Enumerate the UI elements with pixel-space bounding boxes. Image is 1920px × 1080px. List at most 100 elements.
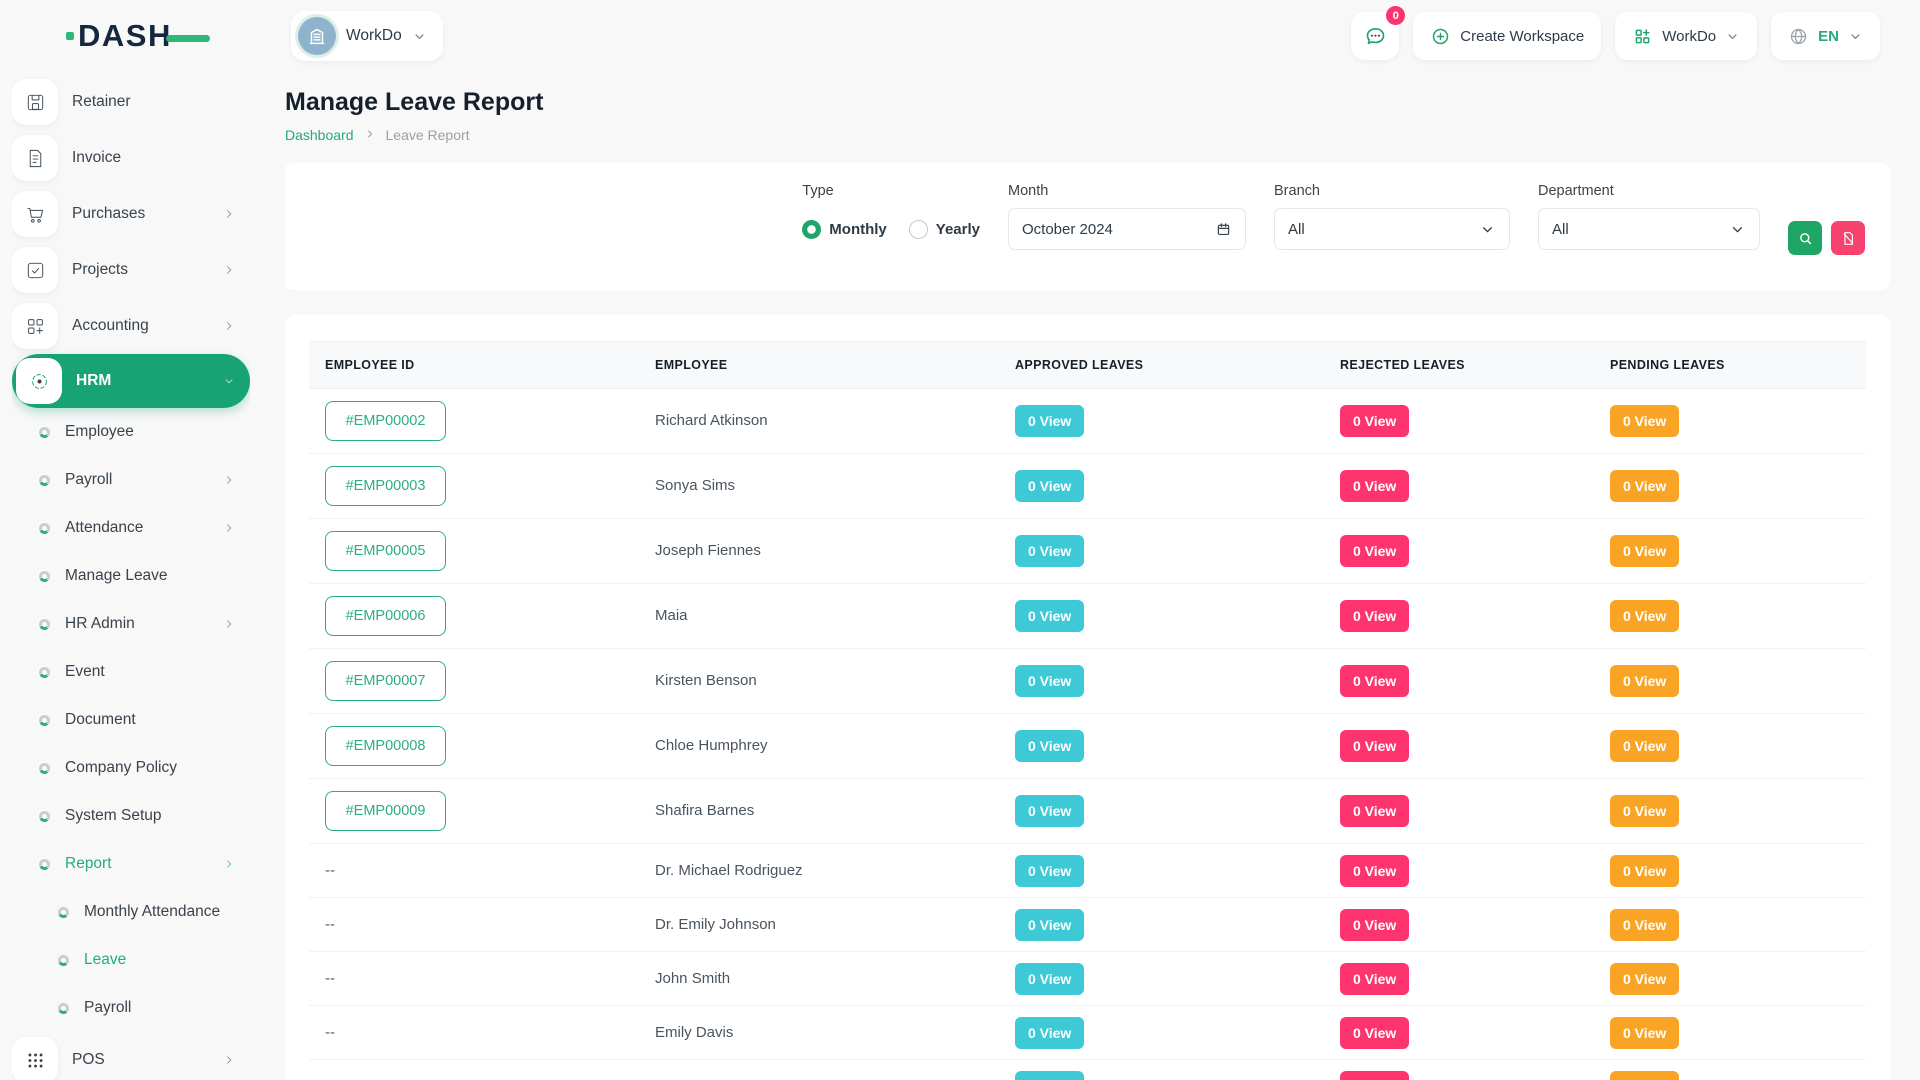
messages-button[interactable]: 0 bbox=[1351, 6, 1406, 60]
app-menu-label: WorkDo bbox=[1662, 27, 1717, 45]
employee-id-badge[interactable]: #EMP00006 bbox=[325, 596, 446, 636]
sidebar-item-label: Monthly Attendance bbox=[84, 903, 221, 920]
approved-view-button[interactable]: 0 View bbox=[1015, 730, 1085, 762]
month-filter: Month October 2024 bbox=[1008, 183, 1246, 290]
chevron-down-icon bbox=[1851, 33, 1860, 39]
sidebar-item-company-policy[interactable]: Company Policy bbox=[12, 744, 250, 792]
approved-view-button[interactable]: 0 View bbox=[1015, 535, 1085, 567]
rejected-view-button[interactable]: 0 View bbox=[1340, 470, 1410, 502]
rejected-view-button[interactable]: 0 View bbox=[1340, 600, 1410, 632]
pending-view-button[interactable]: 0 View bbox=[1610, 470, 1680, 502]
chevron-down-icon bbox=[222, 374, 236, 388]
chevron-down-icon bbox=[415, 33, 424, 39]
search-button[interactable] bbox=[1788, 221, 1822, 255]
rejected-view-button[interactable]: 0 View bbox=[1340, 405, 1410, 437]
department-value: All bbox=[1552, 220, 1569, 238]
sidebar-item-label: Retainer bbox=[72, 93, 131, 110]
rejected-view-button[interactable]: 0 View bbox=[1340, 665, 1410, 697]
pending-view-button[interactable]: 0 View bbox=[1610, 730, 1680, 762]
employee-id-badge[interactable]: #EMP00003 bbox=[325, 466, 446, 506]
pending-view-button[interactable]: 0 View bbox=[1610, 405, 1680, 437]
employee-id-badge[interactable]: #EMP00009 bbox=[325, 791, 446, 831]
sidebar-item-label: Purchases bbox=[72, 205, 146, 222]
sidebar-item-event[interactable]: Event bbox=[12, 648, 250, 696]
app-menu-button[interactable]: WorkDo bbox=[1615, 12, 1758, 60]
rejected-view-button[interactable]: 0 View bbox=[1340, 1070, 1410, 1080]
sidebar-item-hrm[interactable]: HRM bbox=[12, 354, 250, 408]
sidebar-item-purchases[interactable]: Purchases bbox=[12, 186, 250, 242]
pending-view-button[interactable]: 0 View bbox=[1610, 600, 1680, 632]
chevron-down-icon bbox=[1482, 226, 1493, 232]
sidebar-item-monthly-attendance[interactable]: Monthly Attendance bbox=[12, 888, 250, 936]
pending-view-button[interactable]: 0 View bbox=[1610, 795, 1680, 827]
pending-view-button[interactable]: 0 View bbox=[1610, 1016, 1680, 1049]
approved-view-button[interactable]: 0 View bbox=[1015, 1016, 1085, 1049]
approved-view-button[interactable]: 0 View bbox=[1015, 470, 1085, 502]
retainer-icon bbox=[12, 79, 58, 125]
radio-monthly[interactable]: Monthly bbox=[802, 219, 887, 239]
approved-view-button[interactable]: 0 View bbox=[1015, 405, 1085, 437]
projects-icon bbox=[12, 247, 58, 293]
approved-view-button[interactable]: 0 View bbox=[1015, 908, 1085, 941]
rejected-view-button[interactable]: 0 View bbox=[1340, 795, 1410, 827]
pending-view-button[interactable]: 0 View bbox=[1610, 535, 1680, 567]
purchases-icon bbox=[12, 191, 58, 237]
pending-view-button[interactable]: 0 View bbox=[1610, 854, 1680, 887]
radio-yearly[interactable]: Yearly bbox=[908, 219, 980, 239]
employee-name: Emily Davis bbox=[655, 1023, 734, 1041]
approved-view-button[interactable]: 0 View bbox=[1015, 665, 1085, 697]
month-input[interactable]: October 2024 bbox=[1008, 208, 1246, 250]
sidebar-item-system-setup[interactable]: System Setup bbox=[12, 792, 250, 840]
chevron-right-icon bbox=[364, 127, 376, 143]
rejected-view-button[interactable]: 0 View bbox=[1340, 908, 1410, 941]
table-row: #EMP00005 Joseph Fiennes 0 View 0 View 0 Vie… bbox=[309, 519, 1866, 584]
reset-filter-button[interactable] bbox=[1831, 221, 1865, 255]
rejected-view-button[interactable]: 0 View bbox=[1340, 730, 1410, 762]
department-label: Department bbox=[1538, 183, 1614, 199]
breadcrumb-dashboard-link[interactable]: Dashboard bbox=[285, 127, 354, 143]
approved-view-button[interactable]: 0 View bbox=[1015, 962, 1085, 995]
pending-view-button[interactable]: 0 View bbox=[1610, 665, 1680, 697]
sidebar-item-payroll[interactable]: Payroll bbox=[12, 456, 250, 504]
approved-view-button[interactable]: 0 View bbox=[1015, 1070, 1085, 1080]
sidebar-item-accounting[interactable]: Accounting bbox=[12, 298, 250, 354]
employee-id-badge[interactable]: #EMP00008 bbox=[325, 726, 446, 766]
approved-view-button[interactable]: 0 View bbox=[1015, 600, 1085, 632]
sidebar-item-manage-leave[interactable]: Manage Leave bbox=[12, 552, 250, 600]
pending-view-button[interactable]: 0 View bbox=[1610, 908, 1680, 941]
employee-id-badge[interactable]: #EMP00007 bbox=[325, 661, 446, 701]
sidebar-item-retainer[interactable]: Retainer bbox=[12, 74, 250, 130]
sidebar-item-document[interactable]: Document bbox=[12, 696, 250, 744]
rejected-view-button[interactable]: 0 View bbox=[1340, 535, 1410, 567]
language-selector[interactable]: EN bbox=[1771, 12, 1880, 60]
column-header: EMPLOYEE bbox=[655, 358, 728, 372]
employee-id-badge[interactable]: #EMP00002 bbox=[325, 401, 446, 441]
sidebar-item-attendance[interactable]: Attendance bbox=[12, 504, 250, 552]
search-icon bbox=[1799, 232, 1811, 244]
sidebar-item-invoice[interactable]: Invoice bbox=[12, 130, 250, 186]
sidebar-item-hr-admin[interactable]: HR Admin bbox=[12, 600, 250, 648]
sidebar-item-projects[interactable]: Projects bbox=[12, 242, 250, 298]
create-workspace-button[interactable]: Create Workspace bbox=[1413, 12, 1602, 60]
sidebar-item-leave[interactable]: Leave bbox=[12, 936, 250, 984]
approved-view-button[interactable]: 0 View bbox=[1015, 795, 1085, 827]
sidebar-item-report[interactable]: Report bbox=[12, 840, 250, 888]
sidebar-item-pos[interactable]: POS bbox=[12, 1032, 250, 1080]
calendar-icon bbox=[1217, 222, 1230, 235]
pending-view-button[interactable]: 0 View bbox=[1610, 1070, 1680, 1080]
pending-view-button[interactable]: 0 View bbox=[1610, 962, 1680, 995]
department-select[interactable]: All bbox=[1538, 208, 1760, 250]
approved-view-button[interactable]: 0 View bbox=[1015, 854, 1085, 887]
sidebar-item-payroll[interactable]: Payroll bbox=[12, 984, 250, 1032]
sidebar-item-employee[interactable]: Employee bbox=[12, 408, 250, 456]
workspace-switcher[interactable]: WorkDo bbox=[291, 11, 443, 61]
rejected-view-button[interactable]: 0 View bbox=[1340, 1016, 1410, 1049]
sidebar-item-label: Accounting bbox=[72, 317, 149, 334]
sidebar-item-label: HRM bbox=[76, 372, 112, 389]
sidebar-item-label: Event bbox=[65, 663, 105, 680]
branch-select[interactable]: All bbox=[1274, 208, 1510, 250]
rejected-view-button[interactable]: 0 View bbox=[1340, 854, 1410, 887]
employee-id-badge[interactable]: #EMP00005 bbox=[325, 531, 446, 571]
branch-label: Branch bbox=[1274, 183, 1320, 199]
rejected-view-button[interactable]: 0 View bbox=[1340, 962, 1410, 995]
